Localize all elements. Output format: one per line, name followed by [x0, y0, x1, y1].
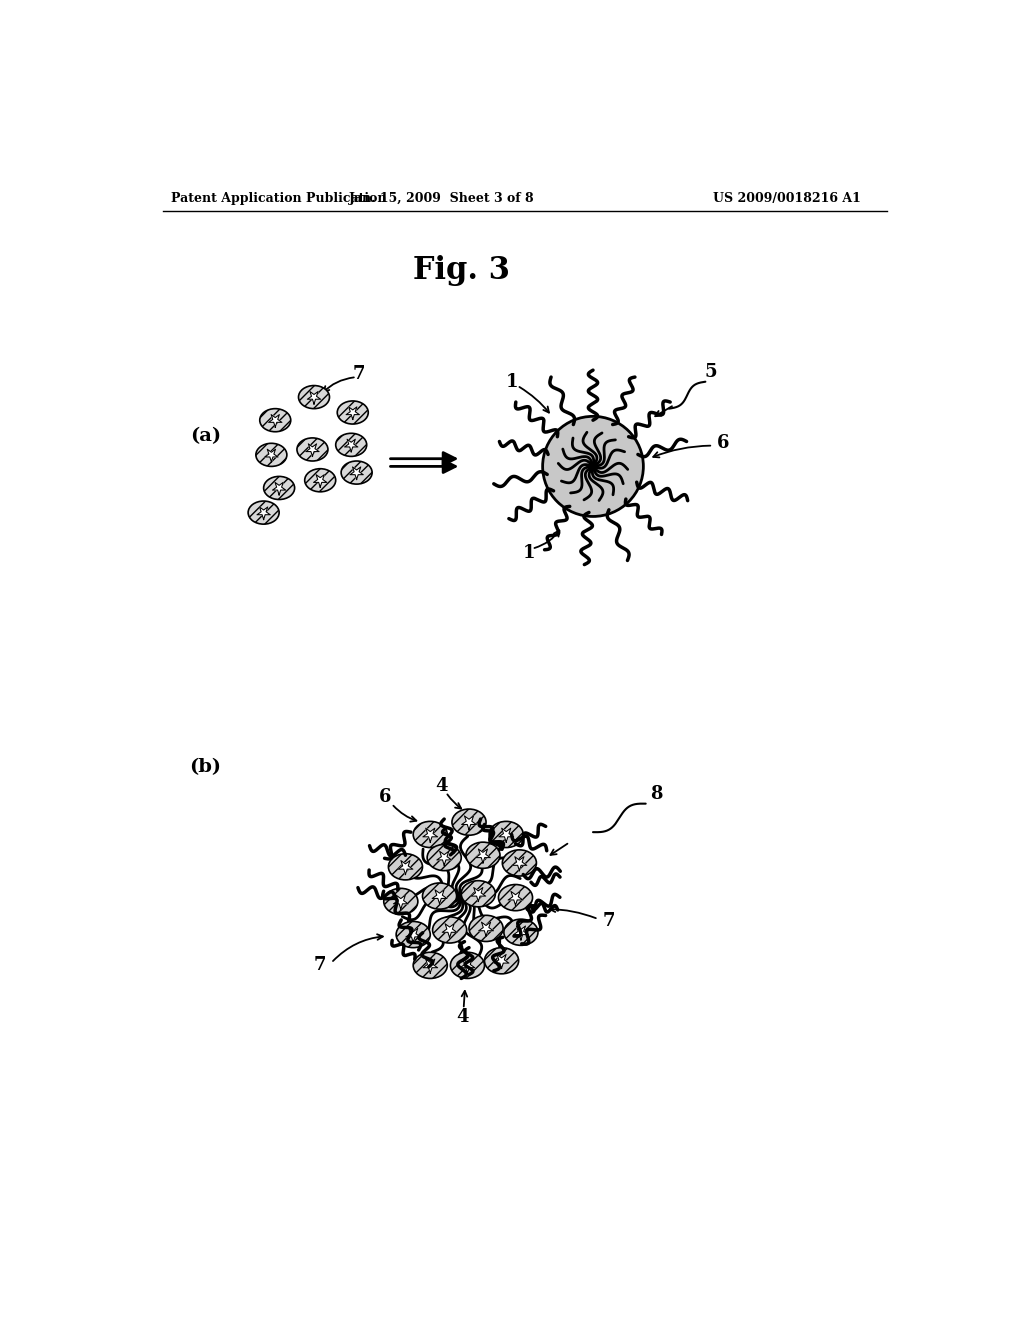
Text: (b): (b)	[189, 758, 221, 776]
Ellipse shape	[499, 884, 532, 911]
Polygon shape	[257, 507, 270, 520]
Ellipse shape	[451, 952, 484, 978]
Polygon shape	[306, 444, 319, 457]
Ellipse shape	[466, 842, 500, 869]
Polygon shape	[460, 960, 475, 973]
Text: 7: 7	[352, 366, 366, 383]
Polygon shape	[393, 895, 409, 909]
Polygon shape	[265, 449, 278, 462]
Polygon shape	[272, 482, 286, 495]
Text: 6: 6	[379, 788, 391, 807]
Polygon shape	[499, 828, 514, 842]
Text: 1: 1	[522, 544, 535, 561]
Ellipse shape	[427, 845, 461, 871]
Polygon shape	[512, 857, 526, 871]
Polygon shape	[508, 891, 523, 906]
Polygon shape	[478, 923, 494, 936]
Text: 6: 6	[717, 434, 729, 453]
Polygon shape	[471, 887, 485, 902]
Polygon shape	[313, 475, 327, 487]
Text: 5: 5	[705, 363, 717, 381]
Ellipse shape	[489, 821, 523, 847]
Ellipse shape	[484, 948, 518, 974]
Polygon shape	[350, 467, 364, 479]
Ellipse shape	[432, 917, 467, 942]
Polygon shape	[423, 960, 437, 973]
Ellipse shape	[423, 883, 457, 909]
Ellipse shape	[414, 821, 447, 847]
Polygon shape	[268, 414, 282, 428]
Polygon shape	[514, 927, 528, 940]
Ellipse shape	[469, 915, 503, 941]
Ellipse shape	[414, 952, 447, 978]
Text: 1: 1	[506, 372, 518, 391]
Polygon shape	[307, 392, 321, 404]
Text: Patent Application Publication: Patent Application Publication	[171, 191, 386, 205]
Ellipse shape	[341, 461, 372, 484]
Ellipse shape	[337, 401, 369, 424]
Text: Jan. 15, 2009  Sheet 3 of 8: Jan. 15, 2009 Sheet 3 of 8	[349, 191, 535, 205]
Ellipse shape	[384, 888, 418, 915]
Ellipse shape	[504, 919, 538, 945]
Ellipse shape	[396, 921, 430, 948]
Ellipse shape	[256, 444, 287, 466]
Polygon shape	[442, 924, 457, 937]
Ellipse shape	[452, 809, 486, 836]
Polygon shape	[346, 407, 359, 420]
Ellipse shape	[388, 854, 423, 880]
Text: 4: 4	[435, 777, 449, 795]
Ellipse shape	[260, 409, 291, 432]
Ellipse shape	[336, 433, 367, 457]
Text: (a): (a)	[189, 426, 221, 445]
Polygon shape	[495, 954, 509, 969]
Text: 8: 8	[650, 784, 663, 803]
Ellipse shape	[263, 477, 295, 499]
Ellipse shape	[297, 438, 328, 461]
Text: US 2009/0018216 A1: US 2009/0018216 A1	[713, 191, 861, 205]
Ellipse shape	[248, 502, 280, 524]
Polygon shape	[462, 816, 476, 830]
Polygon shape	[398, 861, 413, 874]
Text: 7: 7	[602, 912, 614, 929]
Text: Fig. 3: Fig. 3	[413, 255, 510, 285]
Polygon shape	[475, 849, 490, 863]
Polygon shape	[344, 440, 357, 451]
Circle shape	[543, 416, 643, 516]
Ellipse shape	[503, 850, 537, 876]
Polygon shape	[406, 928, 421, 942]
Polygon shape	[432, 890, 446, 904]
Ellipse shape	[461, 880, 496, 907]
Text: 7: 7	[314, 957, 327, 974]
Polygon shape	[423, 828, 437, 842]
Polygon shape	[437, 851, 452, 866]
Ellipse shape	[299, 385, 330, 409]
Ellipse shape	[305, 469, 336, 492]
Text: 4: 4	[457, 1008, 469, 1026]
